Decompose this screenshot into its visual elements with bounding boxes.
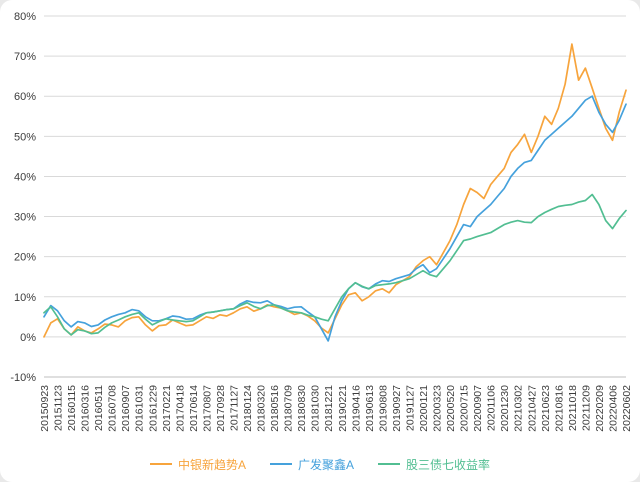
y-axis-tick-label: 80%	[14, 11, 36, 23]
x-axis-tick-label: 20170418	[174, 385, 186, 432]
x-axis-tick-label: 20181030	[310, 385, 322, 432]
y-axis-tick-label: 50%	[14, 131, 36, 143]
x-axis-tick-label: 20180516	[269, 385, 281, 432]
x-axis-tick-label: 20151123	[53, 385, 65, 431]
x-axis-tick-label: 20200323	[432, 385, 444, 432]
x-axis-tick-label: 20180124	[242, 385, 254, 432]
x-axis-tick-label: 20190613	[364, 385, 376, 432]
x-axis-tick-label: 20190221	[337, 385, 349, 432]
x-axis-tick-label: 20170221	[161, 385, 173, 432]
x-axis-tick-label: 20161031	[134, 385, 146, 432]
x-axis-tick-label: 20161229	[147, 385, 159, 432]
x-axis-tick-label: 20200715	[459, 385, 471, 432]
x-axis-tick-label: 20150923	[39, 385, 51, 432]
series-line-2	[43, 193, 627, 336]
x-axis-tick-label: 20160907	[120, 385, 132, 432]
y-axis-tick-label: 20%	[14, 252, 36, 264]
x-axis-tick-label: 20180830	[296, 385, 308, 432]
x-axis-tick-label: 20201230	[499, 385, 511, 432]
x-axis-tick-label: 20170928	[215, 385, 227, 432]
y-axis-tick-label: 30%	[14, 212, 36, 224]
x-axis-tick-label: 20211209	[580, 385, 592, 431]
x-axis-tick-label: 20190927	[391, 385, 403, 432]
x-axis-tick-label: 20220602	[621, 385, 633, 432]
x-axis-tick-label: 20211018	[567, 385, 579, 431]
y-axis-tick-label: 0%	[20, 332, 36, 344]
y-axis-tick-label: 40%	[14, 171, 36, 183]
x-axis-tick-label: 20200121	[418, 385, 430, 432]
y-axis-tick-label: 70%	[14, 51, 36, 63]
x-axis-tick-label: 20210302	[513, 385, 525, 432]
x-axis-tick-label: 20160115	[66, 385, 78, 431]
x-axis-tick-label: 20160316	[80, 385, 92, 432]
legend-label: 广发聚鑫A	[297, 457, 354, 472]
x-axis-tick-label: 20190808	[377, 385, 389, 432]
x-axis-tick-label: 20200907	[472, 385, 484, 432]
line-chart: 80%70%60%50%40%30%20%10%0%-10%20150923 20…	[10, 11, 633, 432]
x-axis-tick-label: 20210427	[526, 385, 538, 432]
legend-line-marker	[378, 463, 400, 465]
legend-line-marker	[149, 463, 172, 465]
x-axis-tick-label: 20220406	[607, 385, 619, 432]
legend-label: 股三债七收益率	[406, 457, 491, 472]
x-axis-tick-label: 20171127	[228, 385, 240, 431]
x-axis-tick-label: 20160708	[107, 385, 119, 432]
legend-item-0[interactable]: 中银新趋势A	[149, 456, 246, 473]
chart-legend: 中银新趋势A 广发聚鑫A 股三债七收益率	[0, 450, 640, 478]
x-axis-tick-label: 20170614	[188, 385, 200, 432]
x-axis-tick-label: 20170807	[201, 385, 213, 432]
legend-item-1[interactable]: 广发聚鑫A	[269, 456, 354, 473]
y-axis-tick-label: 10%	[14, 292, 36, 304]
x-axis-tick-label: 20220209	[594, 385, 606, 432]
x-axis-tick-label: 20201106	[486, 385, 498, 431]
y-axis-tick-label: 60%	[14, 91, 36, 103]
legend-item-2[interactable]: 股三债七收益率	[378, 456, 490, 473]
x-axis-tick-label: 20160511	[93, 385, 105, 431]
x-axis-tick-label: 20190416	[350, 385, 362, 432]
x-axis-tick-label: 20191127	[404, 385, 416, 431]
x-axis-tick-label: 20200520	[445, 385, 457, 432]
x-axis-tick-label: 20210816	[553, 385, 565, 432]
series-line-0	[43, 43, 627, 338]
x-axis-tick-label: 20180320	[256, 385, 268, 432]
legend-line-marker	[269, 463, 292, 465]
legend-label: 中银新趋势A	[177, 457, 246, 472]
series-line-1	[43, 95, 627, 342]
x-axis-tick-label: 20180709	[283, 385, 295, 432]
x-axis-tick-label: 20210623	[540, 385, 552, 432]
y-axis-tick-label: -10%	[10, 372, 36, 384]
x-axis-tick-label: 20181221	[323, 385, 335, 432]
